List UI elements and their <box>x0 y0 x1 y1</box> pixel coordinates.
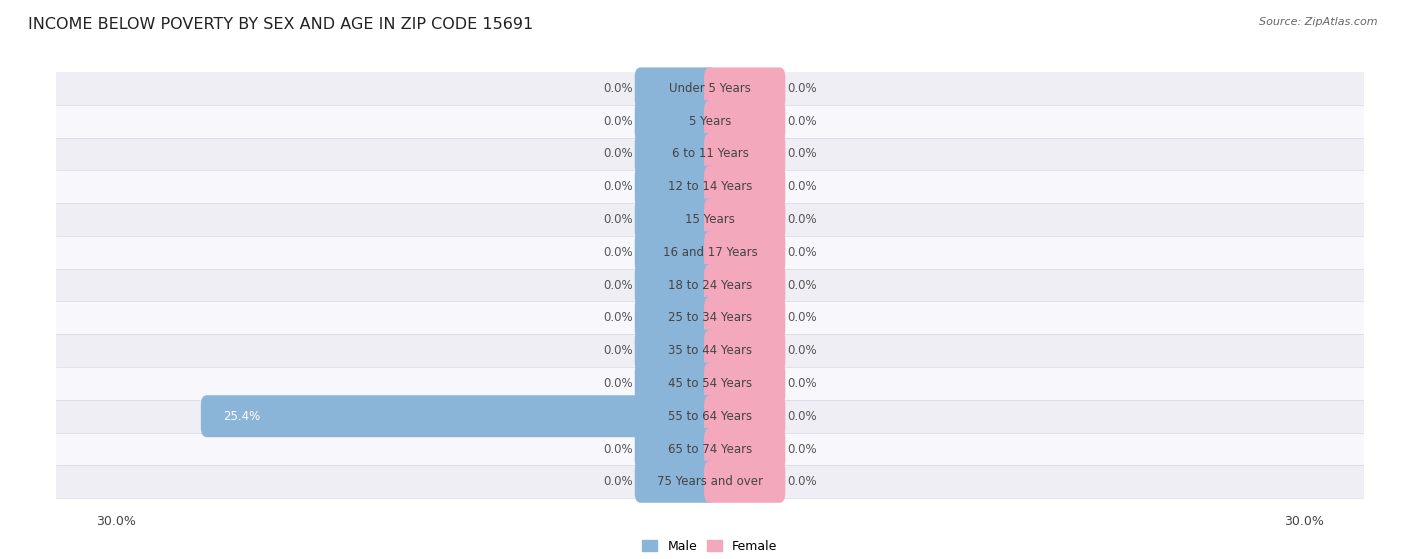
Bar <box>27 236 1393 269</box>
FancyBboxPatch shape <box>704 297 786 339</box>
Text: 0.0%: 0.0% <box>787 475 817 489</box>
Text: 18 to 24 Years: 18 to 24 Years <box>668 278 752 292</box>
Bar <box>27 138 1393 170</box>
Text: 0.0%: 0.0% <box>787 115 817 127</box>
Text: 0.0%: 0.0% <box>787 82 817 95</box>
Bar <box>27 433 1393 466</box>
FancyBboxPatch shape <box>704 461 786 503</box>
Text: 12 to 14 Years: 12 to 14 Years <box>668 180 752 193</box>
Text: 0.0%: 0.0% <box>787 278 817 292</box>
Text: 0.0%: 0.0% <box>603 180 633 193</box>
Text: 15 Years: 15 Years <box>685 213 735 226</box>
FancyBboxPatch shape <box>634 362 716 404</box>
Bar <box>27 170 1393 203</box>
Text: 0.0%: 0.0% <box>603 278 633 292</box>
FancyBboxPatch shape <box>634 68 716 110</box>
Text: 35 to 44 Years: 35 to 44 Years <box>668 344 752 357</box>
Bar <box>27 203 1393 236</box>
Text: 0.0%: 0.0% <box>787 213 817 226</box>
FancyBboxPatch shape <box>704 330 786 372</box>
Text: 25.4%: 25.4% <box>222 410 260 423</box>
Text: 0.0%: 0.0% <box>603 213 633 226</box>
Bar <box>27 334 1393 367</box>
Bar <box>27 301 1393 334</box>
FancyBboxPatch shape <box>704 100 786 142</box>
Text: 0.0%: 0.0% <box>787 180 817 193</box>
FancyBboxPatch shape <box>634 166 716 208</box>
FancyBboxPatch shape <box>704 133 786 175</box>
Text: 0.0%: 0.0% <box>603 82 633 95</box>
Text: 0.0%: 0.0% <box>603 475 633 489</box>
Bar <box>27 466 1393 498</box>
Text: 5 Years: 5 Years <box>689 115 731 127</box>
FancyBboxPatch shape <box>634 231 716 273</box>
Bar <box>27 367 1393 400</box>
Text: 45 to 54 Years: 45 to 54 Years <box>668 377 752 390</box>
FancyBboxPatch shape <box>634 198 716 240</box>
Text: Under 5 Years: Under 5 Years <box>669 82 751 95</box>
FancyBboxPatch shape <box>201 395 716 437</box>
Text: 0.0%: 0.0% <box>787 148 817 160</box>
Text: 0.0%: 0.0% <box>603 377 633 390</box>
FancyBboxPatch shape <box>634 461 716 503</box>
FancyBboxPatch shape <box>634 428 716 470</box>
Bar <box>27 105 1393 138</box>
Text: 0.0%: 0.0% <box>603 246 633 259</box>
FancyBboxPatch shape <box>634 133 716 175</box>
FancyBboxPatch shape <box>634 100 716 142</box>
Text: Source: ZipAtlas.com: Source: ZipAtlas.com <box>1260 17 1378 27</box>
FancyBboxPatch shape <box>704 166 786 208</box>
FancyBboxPatch shape <box>704 264 786 306</box>
Legend: Male, Female: Male, Female <box>637 535 783 558</box>
FancyBboxPatch shape <box>704 428 786 470</box>
Text: 0.0%: 0.0% <box>603 115 633 127</box>
Text: 0.0%: 0.0% <box>787 246 817 259</box>
Text: 0.0%: 0.0% <box>603 311 633 324</box>
Text: 16 and 17 Years: 16 and 17 Years <box>662 246 758 259</box>
Text: 0.0%: 0.0% <box>787 410 817 423</box>
FancyBboxPatch shape <box>634 297 716 339</box>
Text: 0.0%: 0.0% <box>787 443 817 456</box>
FancyBboxPatch shape <box>704 68 786 110</box>
Text: 0.0%: 0.0% <box>787 377 817 390</box>
FancyBboxPatch shape <box>704 395 786 437</box>
Bar <box>27 269 1393 301</box>
Text: 0.0%: 0.0% <box>787 344 817 357</box>
FancyBboxPatch shape <box>704 362 786 404</box>
Text: INCOME BELOW POVERTY BY SEX AND AGE IN ZIP CODE 15691: INCOME BELOW POVERTY BY SEX AND AGE IN Z… <box>28 17 533 32</box>
FancyBboxPatch shape <box>704 198 786 240</box>
Text: 6 to 11 Years: 6 to 11 Years <box>672 148 748 160</box>
Text: 0.0%: 0.0% <box>603 148 633 160</box>
FancyBboxPatch shape <box>704 231 786 273</box>
Bar <box>27 72 1393 105</box>
Bar <box>27 400 1393 433</box>
Text: 65 to 74 Years: 65 to 74 Years <box>668 443 752 456</box>
FancyBboxPatch shape <box>634 264 716 306</box>
Text: 55 to 64 Years: 55 to 64 Years <box>668 410 752 423</box>
FancyBboxPatch shape <box>634 330 716 372</box>
Text: 75 Years and over: 75 Years and over <box>657 475 763 489</box>
Text: 0.0%: 0.0% <box>603 443 633 456</box>
Text: 0.0%: 0.0% <box>787 311 817 324</box>
Text: 25 to 34 Years: 25 to 34 Years <box>668 311 752 324</box>
Text: 0.0%: 0.0% <box>603 344 633 357</box>
